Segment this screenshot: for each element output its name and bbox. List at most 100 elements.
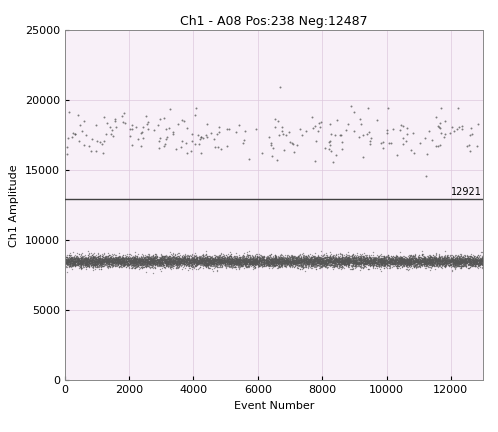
Point [294,259,302,266]
Point [93,264,101,270]
Point [380,258,388,265]
Point [198,254,206,261]
Point [64,255,72,262]
Point [438,262,446,269]
Point [260,260,268,267]
Point [235,263,243,270]
Point [455,254,463,261]
Point [124,256,131,263]
Point [403,260,411,267]
Point [142,257,150,264]
Point [250,257,258,264]
Point [226,253,234,260]
Point [120,257,127,264]
Point [378,260,386,267]
Point [231,262,239,269]
Point [200,257,208,264]
Point [306,251,314,257]
Point [353,256,361,263]
Point [434,257,442,264]
Point [84,261,92,268]
Point [206,256,214,263]
Point [177,260,185,267]
Point [466,257,474,264]
Point [275,263,283,270]
Point [84,260,92,267]
Point [304,261,312,268]
Point [197,257,205,264]
Point [147,257,155,264]
Point [314,260,322,267]
Point [407,257,415,264]
Point [163,261,171,268]
Point [385,256,393,263]
Point [249,254,257,261]
Point [240,253,248,260]
Point [88,257,96,264]
Point [251,259,259,266]
Point [285,256,293,263]
Point [217,258,225,265]
Point [120,254,128,261]
Point [336,250,344,257]
Point [141,256,149,263]
Point [141,260,149,267]
Point [84,254,92,261]
Point [169,260,177,267]
Point [379,257,387,264]
Point [408,255,416,262]
Point [405,255,413,262]
Point [294,257,302,264]
Point [77,256,85,263]
Point [67,255,75,262]
Point [323,261,331,268]
Point [321,254,329,261]
Point [374,257,382,264]
Point [386,255,394,262]
Point [284,254,292,261]
Point [326,259,334,266]
Point [218,258,226,265]
Point [101,258,109,265]
Point [248,260,256,267]
Point [210,256,218,263]
Point [245,256,253,263]
Point [232,250,240,257]
Point [375,258,383,265]
Point [372,255,379,262]
Point [212,260,220,267]
Point [161,256,169,263]
Point [87,253,95,260]
Point [272,254,280,261]
Point [227,257,235,264]
Point [218,259,226,266]
Point [225,257,233,264]
Point [450,257,458,264]
Point [442,258,450,265]
Point [311,255,319,262]
Point [464,257,472,264]
Point [404,256,412,263]
Point [105,252,113,259]
Point [179,260,187,267]
Point [247,258,254,265]
Point [476,258,484,265]
Point [318,258,326,265]
Point [248,259,256,266]
Point [217,260,225,267]
Point [110,259,118,266]
Point [328,261,336,268]
Point [443,252,451,259]
Point [199,256,207,263]
Point [107,256,115,263]
Point [254,257,262,264]
Point [287,259,295,266]
Point [360,255,368,262]
Point [399,258,407,265]
Point [269,258,277,265]
Point [248,260,255,267]
Point [204,264,212,271]
Point [278,259,286,266]
Point [471,262,479,269]
Point [105,259,113,266]
